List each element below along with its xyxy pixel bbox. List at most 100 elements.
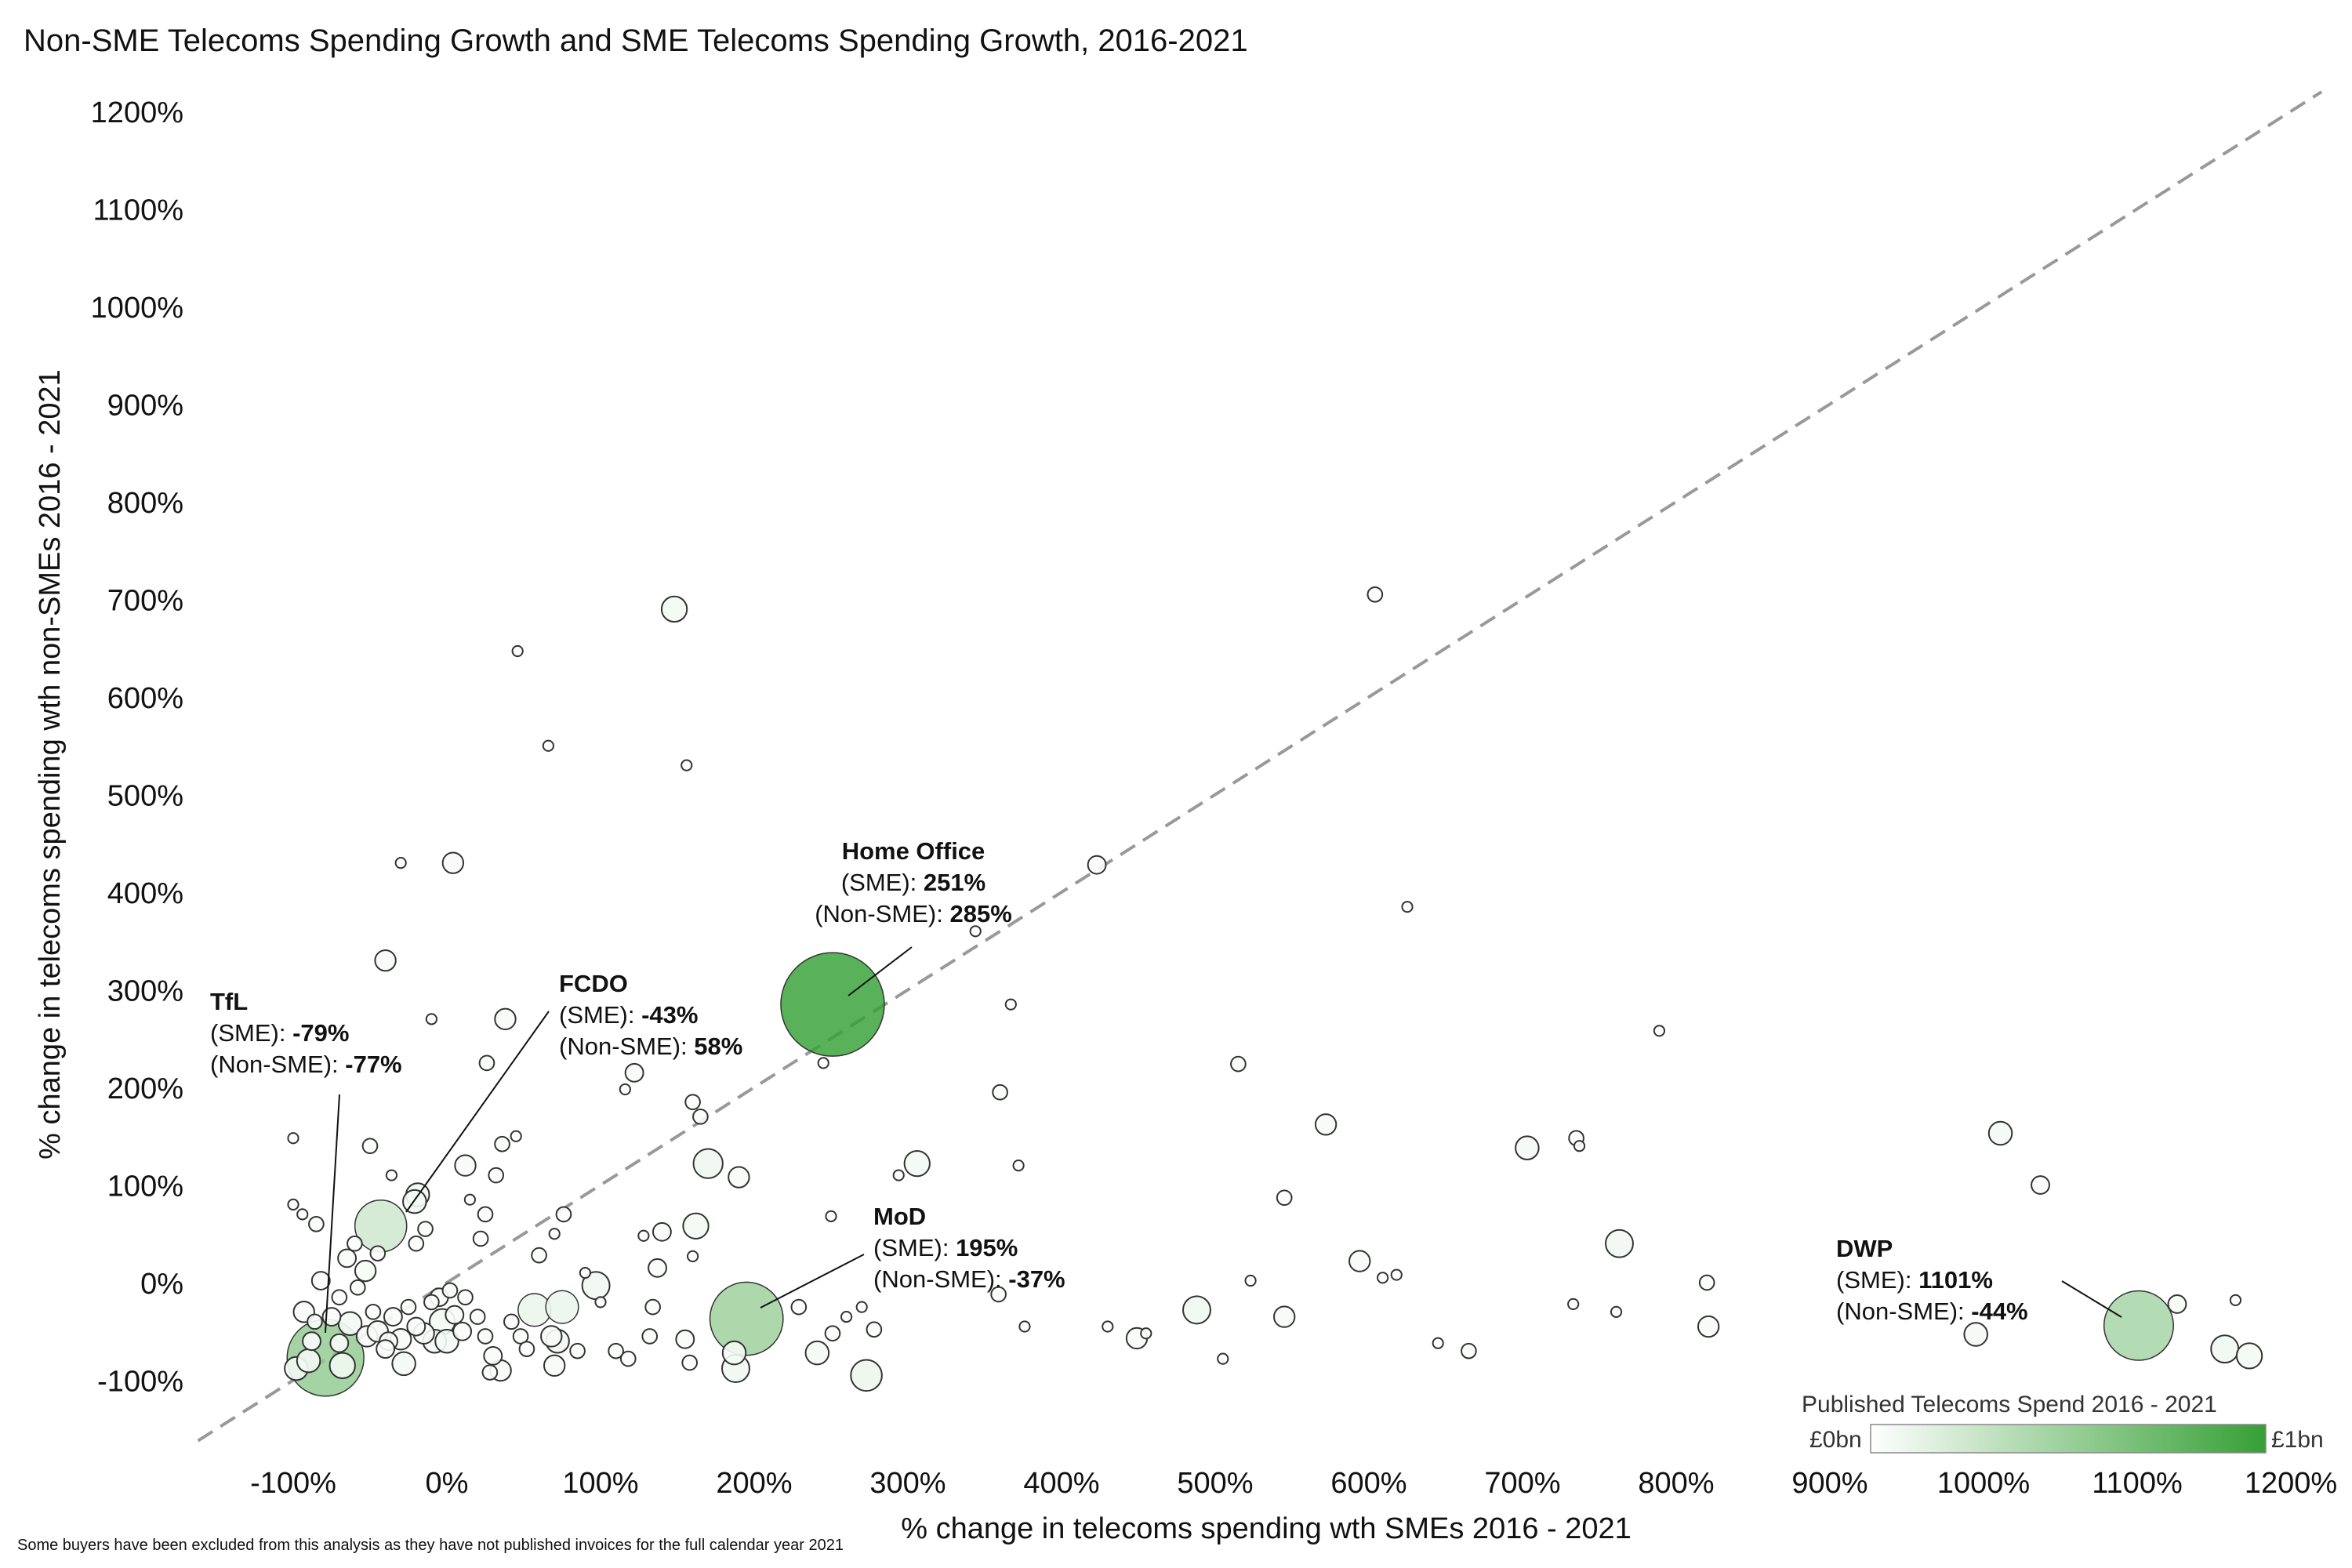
data-point bbox=[1182, 1295, 1211, 1325]
data-point bbox=[1573, 1140, 1586, 1152]
annotation-leader-tfl bbox=[325, 1094, 340, 1334]
data-point bbox=[1610, 1305, 1623, 1318]
data-point bbox=[503, 1313, 520, 1330]
y-tick-label: 700% bbox=[107, 585, 183, 618]
data-point bbox=[608, 1342, 624, 1359]
x-tick-label: 1200% bbox=[2245, 1467, 2337, 1500]
data-point bbox=[555, 1206, 572, 1223]
data-point bbox=[1605, 1229, 1634, 1258]
data-point bbox=[804, 1340, 830, 1366]
data-point bbox=[445, 1305, 465, 1325]
data-point bbox=[1367, 586, 1384, 603]
data-point bbox=[1401, 901, 1414, 913]
data-point bbox=[850, 1359, 883, 1392]
data-point bbox=[681, 1354, 699, 1371]
data-point bbox=[354, 1259, 377, 1283]
x-tick-label: 0% bbox=[426, 1467, 469, 1500]
data-point bbox=[463, 1193, 477, 1206]
annotation-line-value: 195% bbox=[956, 1234, 1018, 1261]
data-point bbox=[1461, 1342, 1477, 1359]
annotation-line-label: (Non-SME): bbox=[1836, 1298, 1971, 1325]
data-point bbox=[681, 759, 693, 771]
data-point bbox=[619, 1350, 637, 1367]
data-point bbox=[531, 1247, 547, 1264]
data-point bbox=[721, 1340, 747, 1366]
annotation-line-label: (SME): bbox=[210, 1019, 292, 1047]
data-point bbox=[1087, 855, 1107, 875]
data-point bbox=[866, 1321, 883, 1338]
data-point bbox=[644, 1298, 661, 1316]
data-point bbox=[682, 1212, 710, 1240]
data-point bbox=[624, 1062, 644, 1083]
data-points-layer bbox=[284, 586, 2263, 1397]
data-point bbox=[310, 1271, 331, 1290]
data-point bbox=[790, 1298, 808, 1316]
y-tick-label: 400% bbox=[107, 877, 183, 910]
annotations-layer: Home Office (SME): 251% (Non-SME): 285% FCD… bbox=[210, 837, 2028, 1325]
data-point bbox=[817, 1057, 829, 1069]
footnote: Some buyers have been excluded from this… bbox=[17, 1537, 844, 1554]
legend-max-label: £1bn bbox=[2271, 1427, 2324, 1453]
data-point bbox=[1018, 1320, 1031, 1333]
data-point bbox=[408, 1235, 425, 1252]
annotation-line: (Non-SME): 285% bbox=[815, 900, 1012, 927]
data-point bbox=[692, 1148, 724, 1179]
annotation-line-label: (Non-SME): bbox=[210, 1051, 345, 1078]
y-tick-label: -100% bbox=[97, 1366, 183, 1399]
x-tick-label: 200% bbox=[716, 1467, 792, 1500]
data-point bbox=[2235, 1342, 2263, 1370]
x-tick-label: 300% bbox=[869, 1467, 946, 1500]
annotation-line: (SME): 1101% bbox=[1836, 1266, 1993, 1294]
annotation-leader-dwp bbox=[2061, 1280, 2122, 1318]
data-point bbox=[1697, 1315, 1720, 1338]
annotation-leader-fcdo bbox=[405, 1011, 550, 1213]
data-point bbox=[383, 1307, 403, 1327]
x-tick-label: 800% bbox=[1638, 1467, 1714, 1500]
annotation-name: DWP bbox=[1836, 1235, 1893, 1262]
data-point bbox=[376, 1339, 396, 1359]
annotation-mod: MoD (SME): 195% (Non-SME): -37% bbox=[873, 1203, 1065, 1293]
data-point bbox=[296, 1208, 309, 1221]
y-tick-label: 800% bbox=[107, 487, 183, 520]
data-point bbox=[374, 949, 397, 972]
data-point bbox=[477, 1206, 494, 1223]
annotation-line-label: (SME): bbox=[841, 869, 924, 896]
x-axis-title: % change in telecoms spending wth SMEs 2… bbox=[901, 1512, 1632, 1545]
data-point bbox=[2031, 1175, 2050, 1195]
data-point bbox=[675, 1329, 695, 1349]
data-point bbox=[992, 1083, 1008, 1101]
data-point bbox=[385, 1169, 398, 1181]
data-point bbox=[1314, 1113, 1338, 1136]
data-point bbox=[684, 1094, 701, 1111]
annotation-line-label: (SME): bbox=[873, 1234, 956, 1261]
y-axis-ticks: -100% 0% 100% 200% 300% 400% 500% 600% 700% 800% 9… bbox=[91, 96, 183, 1399]
data-point bbox=[1987, 1120, 2013, 1146]
annotation-line-label: (SME): bbox=[1836, 1266, 1918, 1294]
annotation-leaders-layer bbox=[325, 946, 2122, 1334]
data-point bbox=[494, 1007, 517, 1031]
x-tick-label: 100% bbox=[562, 1467, 638, 1500]
annotation-line-value: 1101% bbox=[1918, 1266, 1993, 1294]
data-point bbox=[425, 1013, 438, 1025]
data-point bbox=[542, 739, 554, 752]
x-tick-label: 900% bbox=[1791, 1467, 1867, 1500]
y-tick-label: 500% bbox=[107, 780, 183, 813]
x-tick-label: -100% bbox=[250, 1467, 336, 1500]
annotation-fcdo: FCDO (SME): -43% (Non-SME): 58% bbox=[559, 970, 742, 1060]
data-point bbox=[287, 1198, 299, 1211]
data-point bbox=[328, 1352, 356, 1379]
annotation-line-label: (Non-SME): bbox=[815, 900, 949, 927]
annotation-line-value: 251% bbox=[924, 869, 985, 896]
data-point bbox=[545, 1290, 579, 1324]
data-point bbox=[483, 1345, 503, 1366]
annotation-line: (Non-SME): -37% bbox=[873, 1265, 1065, 1293]
data-point bbox=[1963, 1322, 1988, 1347]
data-point bbox=[400, 1298, 417, 1316]
data-point bbox=[1432, 1337, 1444, 1349]
data-point bbox=[641, 1328, 659, 1345]
annotation-name: MoD bbox=[873, 1203, 926, 1230]
y-tick-label: 0% bbox=[140, 1268, 183, 1301]
data-point bbox=[518, 1341, 535, 1357]
data-point bbox=[511, 644, 524, 658]
